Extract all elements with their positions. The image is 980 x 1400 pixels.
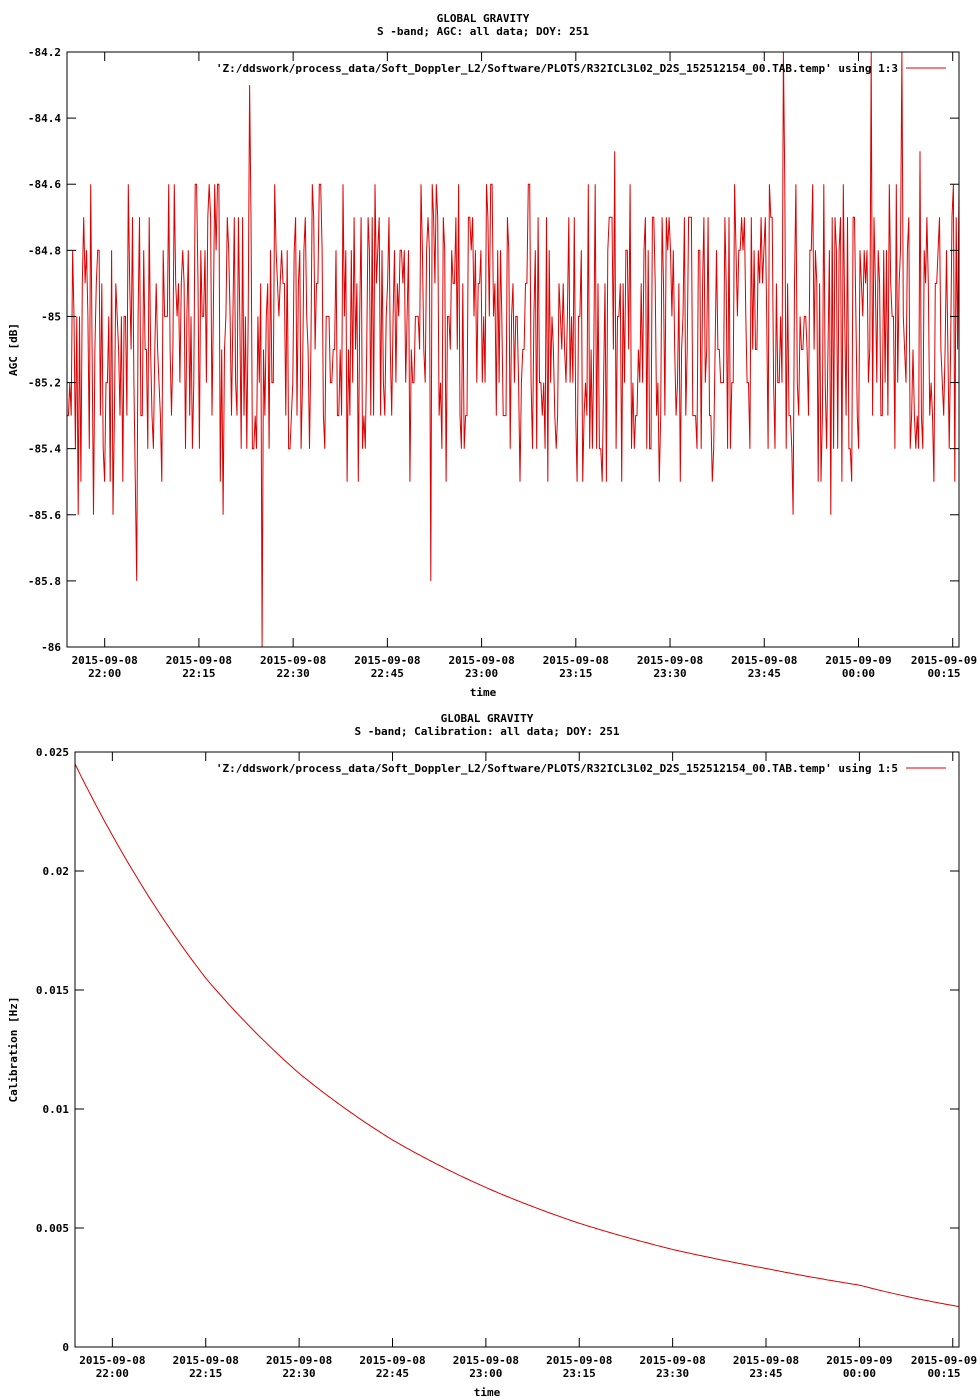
x-tick-date: 2015-09-09 — [825, 654, 891, 667]
chart-subtitle: S -band; Calibration: all data; DOY: 251 — [355, 725, 620, 738]
x-tick-time: 00:00 — [842, 667, 875, 680]
series-line — [67, 51, 960, 648]
y-tick-label: 0.01 — [43, 1103, 70, 1116]
y-tick-label: -84.4 — [28, 112, 61, 125]
x-tick-time: 00:15 — [927, 667, 960, 680]
x-tick-time: 00:15 — [927, 1367, 960, 1380]
y-tick-label: -84.8 — [28, 244, 61, 257]
x-tick-time: 22:30 — [277, 667, 310, 680]
x-tick-date: 2015-09-08 — [453, 1354, 519, 1367]
x-tick-time: 22:45 — [376, 1367, 409, 1380]
x-tick-date: 2015-09-08 — [266, 1354, 332, 1367]
x-axis-label: time — [474, 1386, 501, 1399]
x-tick-date: 2015-09-08 — [448, 654, 514, 667]
x-tick-date: 2015-09-08 — [543, 654, 609, 667]
x-tick-time: 00:00 — [843, 1367, 876, 1380]
y-tick-label: 0 — [62, 1341, 69, 1354]
x-tick-time: 23:30 — [653, 667, 686, 680]
x-tick-date: 2015-09-08 — [637, 654, 703, 667]
x-axis-label: time — [470, 686, 497, 699]
series-line — [74, 763, 960, 1307]
y-tick-label: -85.4 — [28, 443, 61, 456]
chart-subtitle: S -band; AGC: all data; DOY: 251 — [377, 25, 589, 38]
plot-frame — [66, 51, 960, 648]
y-tick-label: -85.6 — [28, 509, 61, 522]
chart-title: GLOBAL GRAVITY — [437, 12, 530, 25]
x-tick-time: 23:15 — [559, 667, 592, 680]
x-tick-time: 22:30 — [283, 1367, 316, 1380]
x-tick-time: 22:45 — [371, 667, 404, 680]
x-tick-time: 22:15 — [182, 667, 215, 680]
x-tick-time: 23:45 — [748, 667, 781, 680]
y-tick-label: 0.015 — [36, 984, 69, 997]
y-tick-label: -84.2 — [28, 46, 61, 59]
y-tick-label: 0.025 — [36, 746, 69, 759]
plot-frame — [74, 751, 960, 1348]
x-tick-time: 22:15 — [189, 1367, 222, 1380]
x-tick-time: 22:00 — [88, 667, 121, 680]
legend-label: 'Z:/ddswork/process_data/Soft_Doppler_L2… — [216, 762, 898, 775]
x-tick-date: 2015-09-08 — [260, 654, 326, 667]
x-tick-date: 2015-09-08 — [640, 1354, 706, 1367]
legend-label: 'Z:/ddswork/process_data/Soft_Doppler_L2… — [216, 62, 898, 75]
y-tick-label: -86 — [41, 641, 61, 654]
x-tick-date: 2015-09-09 — [911, 1354, 977, 1367]
chart-title: GLOBAL GRAVITY — [441, 712, 534, 725]
x-tick-date: 2015-09-09 — [826, 1354, 892, 1367]
y-axis-label: Calibration [Hz] — [7, 997, 20, 1103]
x-tick-date: 2015-09-08 — [173, 1354, 239, 1367]
y-axis-label: AGC [dB] — [7, 323, 20, 376]
x-tick-time: 23:15 — [563, 1367, 596, 1380]
y-tick-label: 0.02 — [43, 865, 70, 878]
y-tick-label: -85.8 — [28, 575, 61, 588]
x-tick-date: 2015-09-08 — [166, 654, 232, 667]
y-tick-label: -84.6 — [28, 178, 61, 191]
x-tick-time: 23:45 — [749, 1367, 782, 1380]
x-tick-date: 2015-09-08 — [354, 654, 420, 667]
x-tick-date: 2015-09-08 — [546, 1354, 612, 1367]
x-tick-date: 2015-09-08 — [79, 1354, 145, 1367]
x-tick-time: 22:00 — [96, 1367, 129, 1380]
x-tick-date: 2015-09-08 — [72, 654, 138, 667]
x-tick-time: 23:00 — [465, 667, 498, 680]
x-tick-time: 23:00 — [469, 1367, 502, 1380]
x-tick-time: 23:30 — [656, 1367, 689, 1380]
x-tick-date: 2015-09-08 — [731, 654, 797, 667]
y-tick-label: -85.2 — [28, 377, 61, 390]
x-tick-date: 2015-09-08 — [359, 1354, 425, 1367]
y-tick-label: 0.005 — [36, 1222, 69, 1235]
x-tick-date: 2015-09-08 — [733, 1354, 799, 1367]
y-tick-label: -85 — [41, 310, 61, 323]
x-tick-date: 2015-09-09 — [911, 654, 977, 667]
